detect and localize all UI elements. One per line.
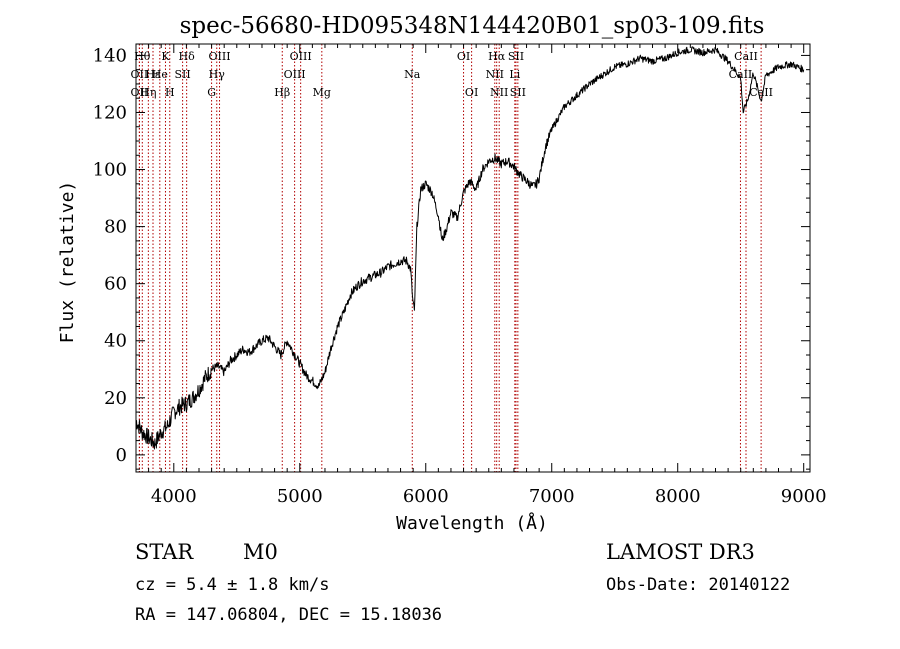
line-marker-label: OI [465,86,478,99]
y-tick-label: 40 [104,331,127,352]
line-marker-label: Hβ [274,86,290,99]
line-marker-label: CaII [749,86,773,99]
emission-line-markers [138,44,762,472]
y-tick-label: 0 [116,445,127,466]
line-marker-label: Na [404,68,421,81]
line-marker-label: OII [131,86,149,99]
spectrum-line [135,46,805,450]
line-marker-label: OIII [290,50,312,63]
plot-frame [135,43,811,473]
redshift-velocity: cz = 5.4 ± 1.8 km/s [135,575,329,595]
x-tick-label: 7000 [529,486,575,507]
line-marker-label: Hη [140,86,156,99]
y-axis-ticks: 0 20 40 60 80 100 120 140 [93,45,810,470]
line-marker-label: SII [510,86,526,99]
coordinates: RA = 147.06804, DEC = 15.18036 [135,605,442,625]
y-tick-label: 100 [93,160,127,181]
line-marker-label: OIII [284,68,306,81]
line-marker-label: Mg [313,86,331,99]
object-class: STAR [135,540,194,564]
line-marker-label: K [161,50,170,63]
line-marker-label: Hε [145,68,161,81]
x-tick-label: 4000 [151,486,197,507]
x-tick-label: 5000 [277,486,323,507]
line-marker-label: Li [509,68,520,81]
line-marker-label: OI [457,50,470,63]
object-subclass: M0 [243,540,278,564]
x-tick-label: 8000 [655,486,701,507]
line-marker-label: G [207,86,216,99]
line-marker-label: Hδ [179,50,196,63]
y-axis-label: Flux (relative) [57,181,78,344]
line-marker-label: SII [174,68,190,81]
chart-title: spec-56680-HD095348N144420B01_sp03-109.f… [180,13,765,39]
x-tick-label: 9000 [781,486,827,507]
survey-name: LAMOST DR3 [606,540,755,564]
line-marker-label: Hγ [209,68,226,81]
line-marker-label: Hθ [134,50,151,63]
y-tick-label: 80 [104,217,127,238]
emission-line-labels: HθOIIOIIHηHεHeKHSIIHδGHγOIIIHβOIIIOIIIMg… [131,50,773,99]
line-marker-label: Hα [488,50,506,63]
line-marker-label: OII [131,68,149,81]
y-tick-label: 140 [93,45,127,66]
line-marker-label: SII [508,50,524,63]
line-marker-label: H [165,86,175,99]
line-marker-label: OIII [208,50,230,63]
observation-date: Obs-Date: 20140122 [606,575,790,595]
y-tick-label: 120 [93,102,127,123]
y-tick-label: 60 [104,274,127,295]
line-marker-label: NII [486,68,504,81]
x-tick-label: 6000 [403,486,449,507]
line-marker-label: He [152,68,168,81]
x-axis-ticks: 4000 5000 6000 7000 8000 9000 [148,44,827,507]
y-tick-label: 20 [104,388,127,409]
line-marker-label: NII [490,86,508,99]
line-marker-label: CaII [734,50,758,63]
x-axis-label: Wavelength (Å) [396,512,548,534]
